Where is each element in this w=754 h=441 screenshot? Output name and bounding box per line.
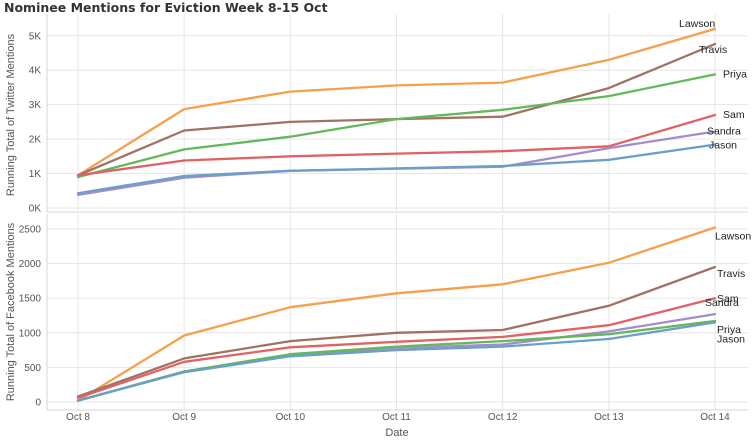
x-tick-label: Oct 14 [700, 412, 730, 423]
x-tick-label: Oct 12 [488, 412, 518, 423]
x-tick-label: Oct 11 [382, 412, 411, 423]
series-line-jason-facebook [76, 321, 717, 402]
series-label-travis-twitter: Travis [699, 44, 727, 56]
y-tick-label-facebook: 2000 [19, 259, 42, 270]
series-label-priya-facebook: Priya [717, 324, 741, 336]
series-label-sandra-twitter: Sandra [707, 126, 741, 138]
facebook-y-axis-title: Running Total of Facebook Mentions [5, 222, 17, 401]
y-tick-label-twitter: 2K [29, 135, 42, 146]
y-tick-label-twitter: 5K [29, 31, 42, 42]
y-tick-label-facebook: 1500 [19, 294, 42, 305]
series-line-lawson-twitter [76, 27, 717, 177]
series-label-sandra-facebook: Sandra [705, 297, 739, 309]
x-tick-label: Oct 10 [276, 412, 306, 423]
y-tick-label-twitter: 1K [29, 169, 42, 180]
series-line-travis-facebook [76, 265, 717, 398]
series-label-jason-twitter: Jason [709, 140, 737, 152]
y-tick-label-twitter: 0K [29, 204, 42, 215]
x-axis-title: Date [385, 427, 408, 439]
y-tick-label-twitter: 3K [29, 100, 42, 111]
x-tick-label: Oct 9 [172, 412, 196, 423]
x-tick-label: Oct 8 [66, 412, 90, 423]
y-tick-label-facebook: 500 [24, 363, 41, 374]
series-label-lawson-twitter: Lawson [679, 18, 715, 30]
axis-layer: 0K 1K 2K 3K 4K 5K Running Total of Twitter Men… [5, 31, 730, 439]
y-tick-label-twitter: 4K [29, 66, 42, 77]
series-layer [76, 27, 717, 402]
series-line-sam-facebook [76, 297, 717, 399]
series-label-sam-twitter: Sam [723, 109, 745, 121]
series-line-priya-twitter [76, 73, 717, 179]
series-label-lawson-facebook: Lawson [715, 231, 751, 243]
series-label-priya-twitter: Priya [723, 68, 747, 80]
series-label-sam-facebook: Sam [717, 293, 739, 305]
y-tick-label-facebook: 2500 [19, 224, 42, 235]
series-label-travis-facebook: Travis [717, 268, 745, 280]
series-label-jason-facebook: Jason [717, 333, 745, 345]
x-tick-label: Oct 13 [594, 412, 624, 423]
twitter-y-axis-title: Running Total of Twitter Mentions [5, 33, 17, 196]
label-layer: LawsonTravisPriyaSamSandraJasonLawsonTra… [679, 18, 751, 345]
series-line-jason-twitter [76, 143, 717, 195]
y-tick-label-facebook: 0 [35, 398, 41, 409]
series-line-sam-twitter [76, 113, 717, 177]
series-line-lawson-facebook [76, 226, 717, 402]
y-tick-label-facebook: 1000 [19, 328, 42, 339]
chart-title: Nominee Mentions for Eviction Week 8-15 … [4, 0, 328, 15]
